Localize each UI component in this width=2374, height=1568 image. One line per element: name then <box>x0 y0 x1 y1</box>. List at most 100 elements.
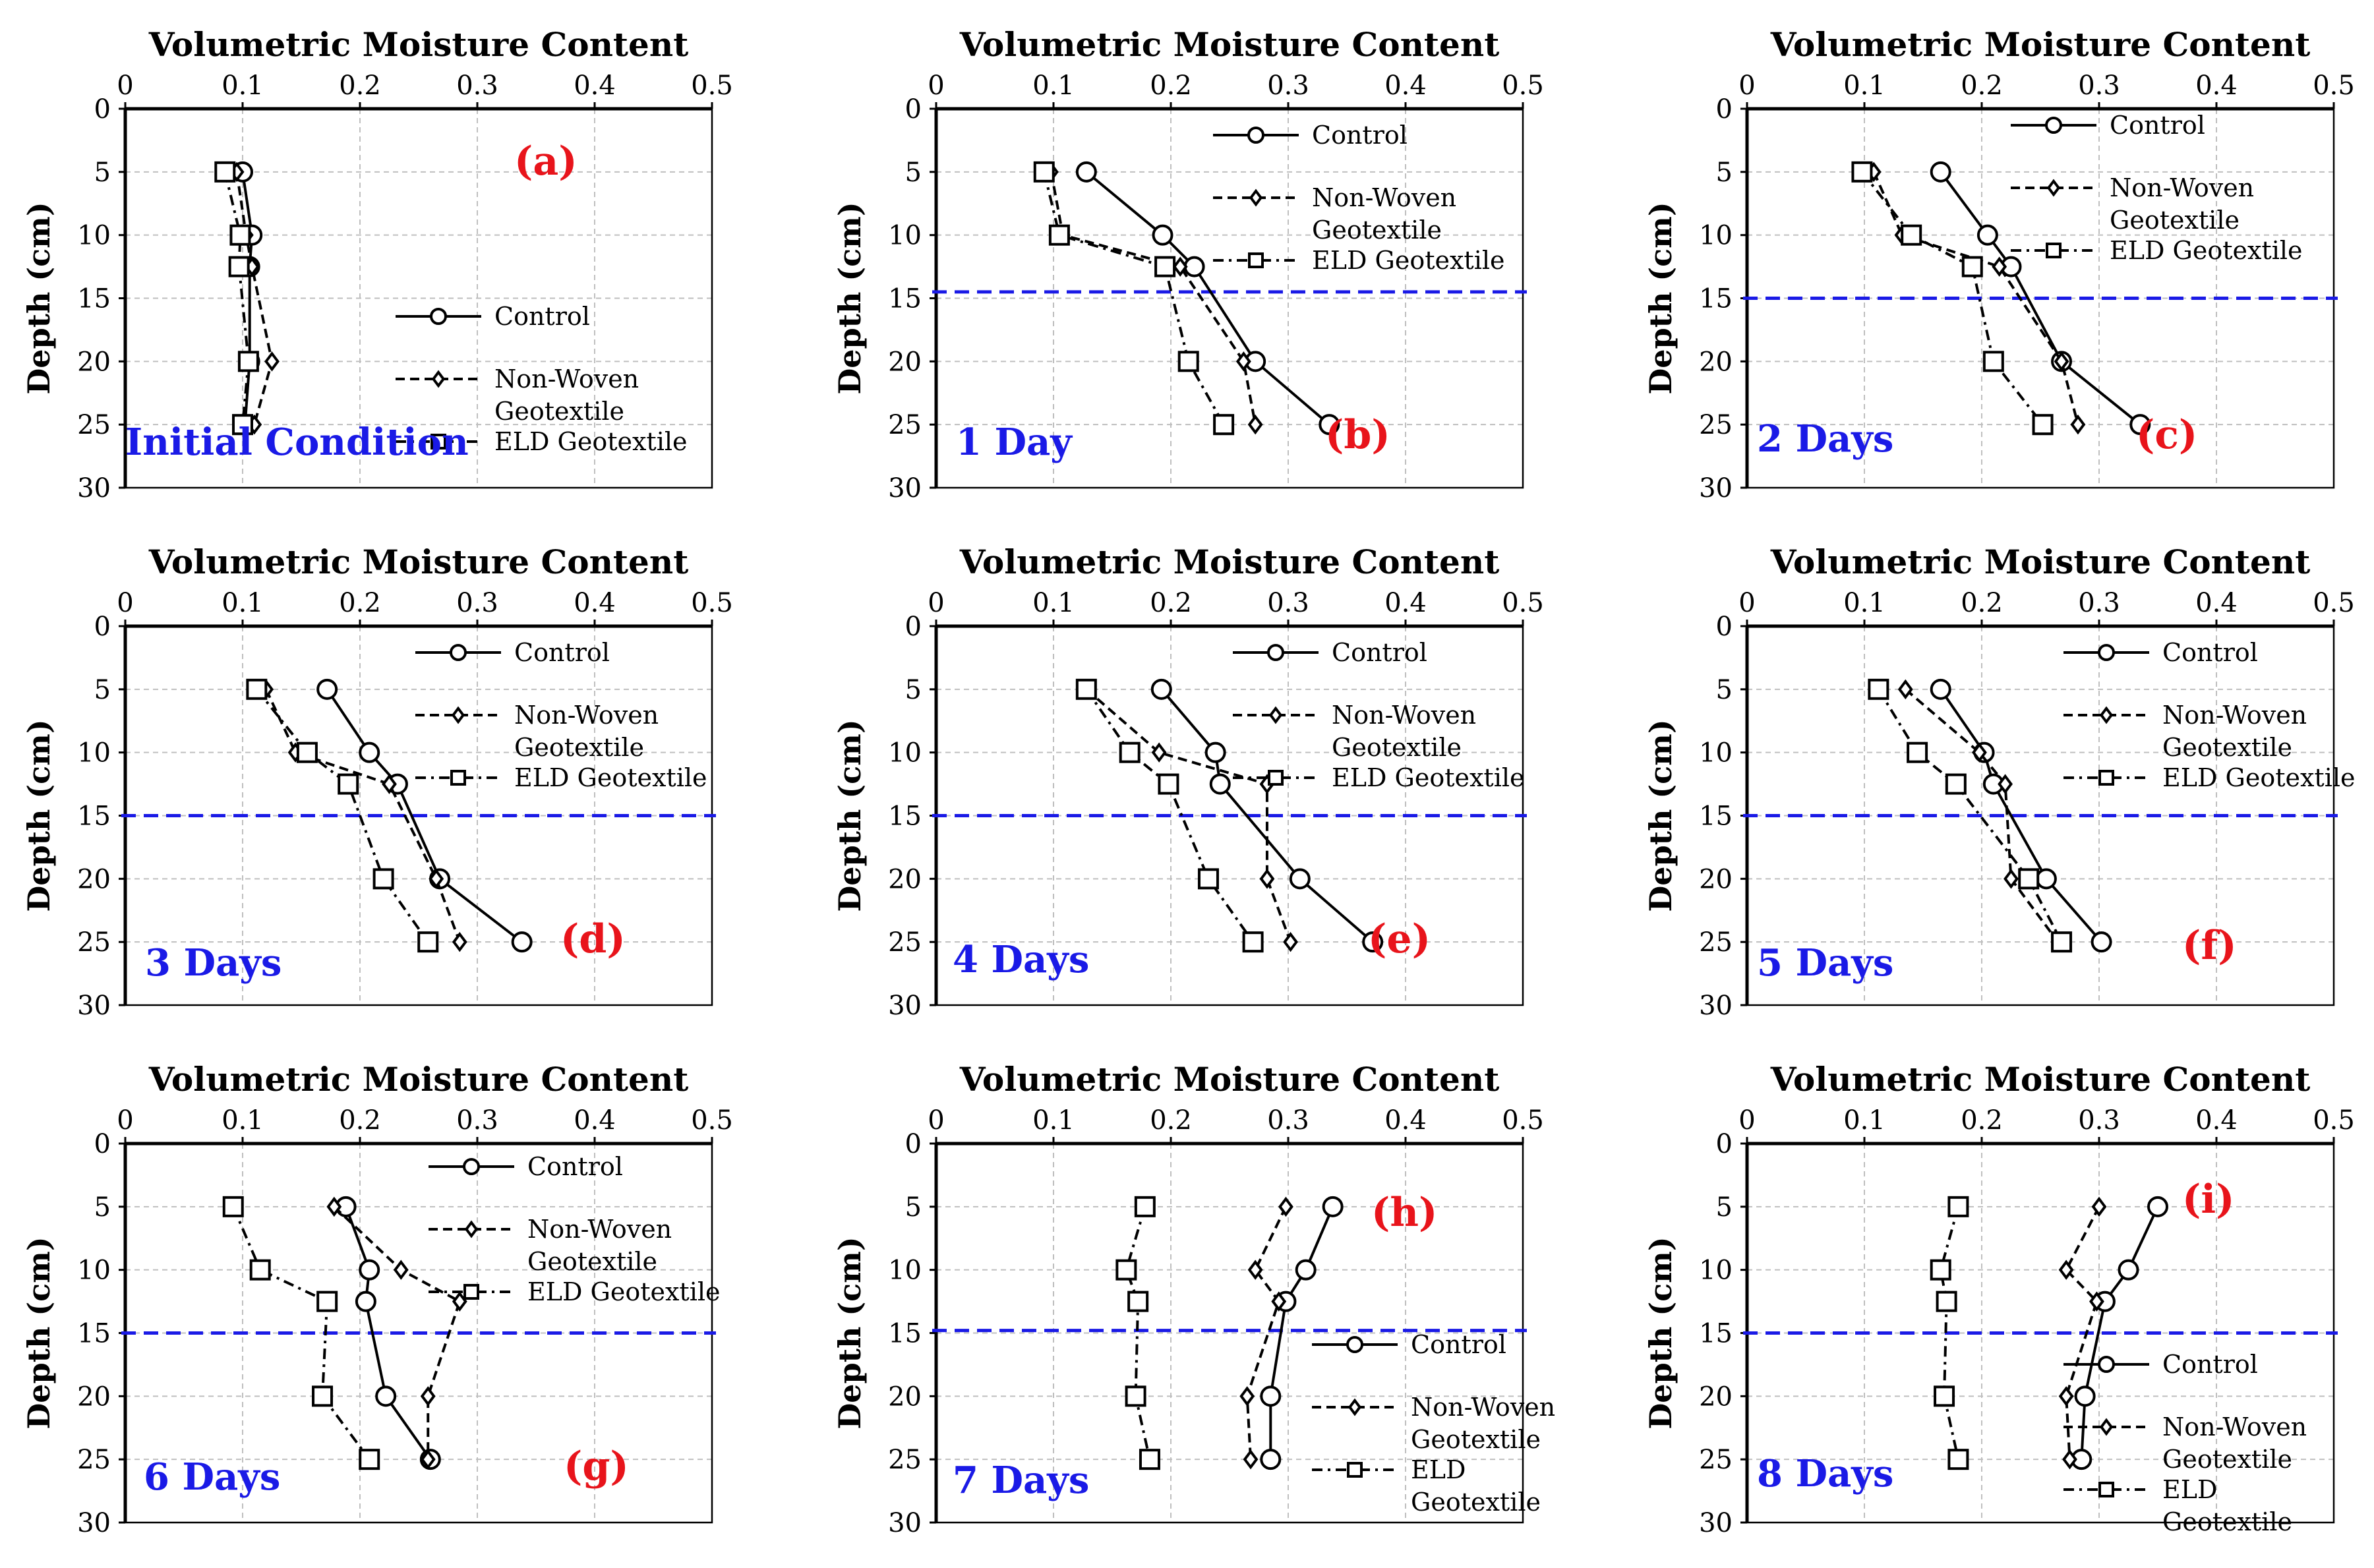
point-eld-square-marker <box>246 678 268 700</box>
point-eld-square-marker <box>372 868 394 890</box>
x-tick-label: 0.2 <box>1961 588 2003 618</box>
y-tick-label: 0 <box>905 1129 922 1159</box>
panel-tag: (a) <box>514 138 578 185</box>
legend-label-nonwoven-2: Geotextile <box>494 397 624 426</box>
y-tick-label: 30 <box>77 991 111 1021</box>
point-eld-square-marker <box>2032 414 2054 436</box>
y-tick-label: 10 <box>1699 1256 1733 1286</box>
panel-tag: (c) <box>2136 412 2197 458</box>
x-axis-title: Volumetric Moisture Content <box>959 542 1500 581</box>
point-eld-square-marker <box>1242 931 1264 953</box>
legend-control-circle-marker <box>430 308 447 325</box>
x-axis-title: Volumetric Moisture Content <box>148 542 689 581</box>
point-nonwoven-diamond-marker <box>326 1196 342 1217</box>
point-eld-square-marker <box>1075 678 1097 700</box>
y-tick-label: 15 <box>1699 801 1733 832</box>
point-eld-square-marker <box>1945 773 1967 795</box>
y-tick-label: 15 <box>888 801 922 832</box>
legend-nonwoven-diamond-marker <box>1249 189 1263 207</box>
y-tick-label: 5 <box>94 675 111 705</box>
y-tick-label: 20 <box>1699 347 1733 377</box>
y-tick-label: 0 <box>1716 1129 1733 1159</box>
legend-label-eld-1: ELD <box>1411 1455 1466 1484</box>
y-tick-label: 5 <box>905 158 922 188</box>
legend-nonwoven-diamond-marker <box>1348 1398 1362 1416</box>
y-tick-label: 5 <box>1716 675 1733 705</box>
x-tick-label: 0.5 <box>2313 588 2355 618</box>
x-tick-label: 0.3 <box>2078 588 2120 618</box>
x-tick-label: 0.2 <box>1961 1105 2003 1136</box>
x-tick-label: 0.2 <box>1150 1105 1192 1136</box>
legend-nonwoven-diamond-marker <box>431 370 446 388</box>
panel-f: 0 0.1 0.2 0.3 0.4 0.5 0 5 10 15 20 25 30 Volumetric M… <box>1643 542 2356 1021</box>
legend-label-eld: ELD Geotextile <box>514 763 707 792</box>
x-axis-title: Volumetric Moisture Content <box>148 1060 689 1099</box>
point-eld-square-marker <box>316 1291 338 1312</box>
x-tick-label: 0.3 <box>1267 71 1309 101</box>
y-axis-title: Depth (cm) <box>832 202 868 394</box>
x-tick-label: 0.5 <box>2313 1105 2355 1136</box>
legend-eld-square-marker <box>430 434 446 450</box>
point-eld-square-marker <box>312 1385 334 1407</box>
condition-label: 1 Day <box>956 421 1073 464</box>
y-tick-label: 15 <box>888 1319 922 1349</box>
point-nonwoven-diamond-marker <box>1172 256 1188 277</box>
y-axis-title: Depth (cm) <box>832 719 868 912</box>
point-control-circle-marker <box>2129 414 2151 436</box>
point-eld-square-marker <box>1177 351 1199 372</box>
point-eld-square-marker <box>232 414 253 436</box>
point-eld-square-marker <box>2018 868 2040 890</box>
x-tick-label: 0 <box>1738 588 1755 618</box>
x-tick-label: 0.1 <box>222 71 264 101</box>
condition-label: 7 Days <box>953 1459 1089 1502</box>
legend-label-control: Control <box>514 638 610 667</box>
y-tick-label: 25 <box>77 1445 111 1475</box>
point-eld-square-marker <box>1134 1196 1156 1217</box>
point-control-circle-marker <box>1183 256 1205 277</box>
panel-e: 0 0.1 0.2 0.3 0.4 0.5 0 5 10 15 20 25 30 Volumetric M… <box>832 542 1544 1021</box>
legend-label-control: Control <box>2110 111 2205 140</box>
legend-label-eld: ELD Geotextile <box>527 1277 721 1306</box>
x-tick-label: 0.4 <box>574 588 616 618</box>
point-control-circle-marker <box>2147 1196 2168 1217</box>
x-tick-label: 0.5 <box>691 588 733 618</box>
point-control-circle-marker <box>2035 868 2057 890</box>
legend-eld-square-marker <box>1268 770 1284 786</box>
legend-label-control: Control <box>2162 638 2258 667</box>
condition-label: 2 Days <box>1757 417 1893 461</box>
x-tick-label: 0.2 <box>339 1105 381 1136</box>
y-tick-label: 10 <box>1699 221 1733 251</box>
x-tick-label: 0.4 <box>2195 1105 2238 1136</box>
point-eld-square-marker <box>1901 224 1922 246</box>
series-line-eld <box>255 688 429 943</box>
legend-label-nonwoven-1: Non-Woven <box>514 701 659 730</box>
x-tick-label: 0.3 <box>2078 71 2120 101</box>
legend-label-eld: ELD Geotextile <box>1312 246 1505 275</box>
y-tick-label: 5 <box>1716 158 1733 188</box>
legend-eld-square-marker <box>463 1284 479 1300</box>
x-tick-label: 0.5 <box>1502 71 1544 101</box>
panel-tag: (d) <box>560 916 626 962</box>
y-tick-label: 25 <box>77 927 111 958</box>
y-tick-label: 15 <box>888 284 922 314</box>
legend-label-nonwoven-1: Non-Woven <box>2110 173 2254 202</box>
point-eld-square-marker <box>1947 1196 1969 1217</box>
x-tick-label: 0.4 <box>1384 1105 1427 1136</box>
y-tick-label: 30 <box>888 473 922 504</box>
panel-tag: (h) <box>1371 1190 1437 1236</box>
point-eld-square-marker <box>1033 161 1055 183</box>
x-tick-label: 0.4 <box>574 1105 616 1136</box>
point-control-circle-marker <box>1289 868 1311 890</box>
legend-control-circle-marker <box>450 644 467 661</box>
point-eld-square-marker <box>1125 1385 1146 1407</box>
x-tick-label: 0.2 <box>339 588 381 618</box>
y-tick-label: 25 <box>1699 410 1733 440</box>
x-tick-label: 0 <box>117 1105 133 1136</box>
point-control-circle-marker <box>1976 224 1998 246</box>
y-tick-label: 20 <box>77 864 111 894</box>
point-nonwoven-diamond-marker <box>452 931 467 952</box>
series-line-control <box>1269 1206 1334 1460</box>
